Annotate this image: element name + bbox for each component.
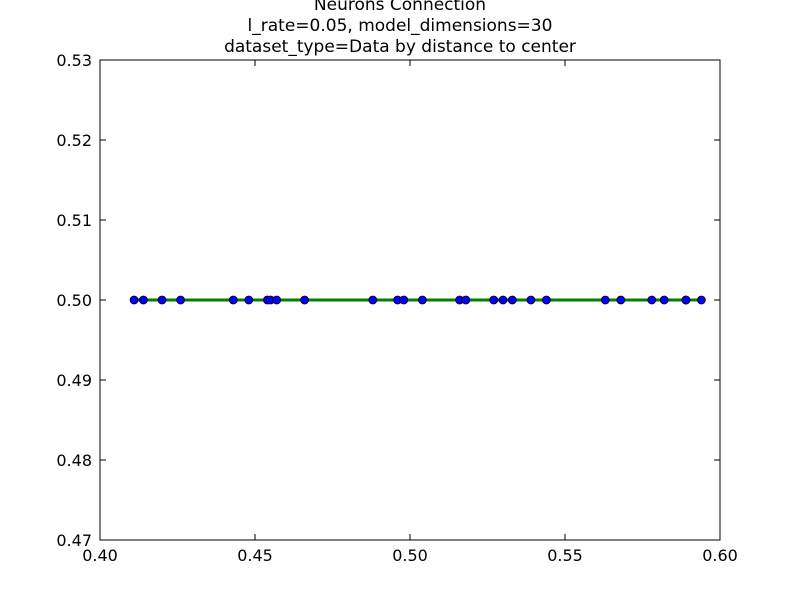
data-point — [157, 295, 167, 305]
y-tick-label: 0.52 — [56, 131, 92, 150]
data-point — [526, 295, 536, 305]
data-point — [489, 295, 499, 305]
data-point — [498, 295, 508, 305]
data-point — [138, 295, 148, 305]
data-point — [417, 295, 427, 305]
chart-subtitle-dataset: dataset_type=Data by distance to center — [224, 37, 576, 57]
x-tick-label: 0.60 — [702, 546, 738, 565]
data-point — [659, 295, 669, 305]
y-tick-label: 0.53 — [56, 51, 92, 70]
data-point — [647, 295, 657, 305]
data-point — [600, 295, 610, 305]
data-point — [176, 295, 186, 305]
y-tick-label: 0.51 — [56, 211, 92, 230]
data-point — [228, 295, 238, 305]
data-point — [129, 295, 139, 305]
data-point — [507, 295, 517, 305]
data-point — [272, 295, 282, 305]
data-point — [399, 295, 409, 305]
axis-ticks: 0.40 0.45 0.50 0.55 0.60 0.47 0.48 0.49 0.50 0.51… — [56, 51, 737, 565]
y-tick-label: 0.48 — [56, 451, 92, 470]
data-point — [244, 295, 254, 305]
plot-frame — [99, 59, 721, 541]
y-tick-label: 0.49 — [56, 371, 92, 390]
data-point — [697, 295, 706, 305]
data-point — [300, 295, 310, 305]
data-point — [681, 295, 691, 305]
x-tick-label: 0.55 — [547, 546, 583, 565]
chart-title: Neurons Connection — [313, 0, 487, 15]
chart-subtitle-params: l_rate=0.05, model_dimensions=30 — [247, 16, 553, 36]
y-tick-label: 0.47 — [56, 531, 92, 550]
data-point — [368, 295, 378, 305]
data-point — [461, 295, 471, 305]
x-tick-label: 0.50 — [392, 546, 428, 565]
data-point — [616, 295, 626, 305]
data-point — [542, 295, 551, 305]
y-tick-label: 0.50 — [56, 291, 92, 310]
x-tick-label: 0.45 — [237, 546, 273, 565]
x-tick-label: 0.40 — [82, 546, 118, 565]
series-group — [129, 295, 706, 305]
